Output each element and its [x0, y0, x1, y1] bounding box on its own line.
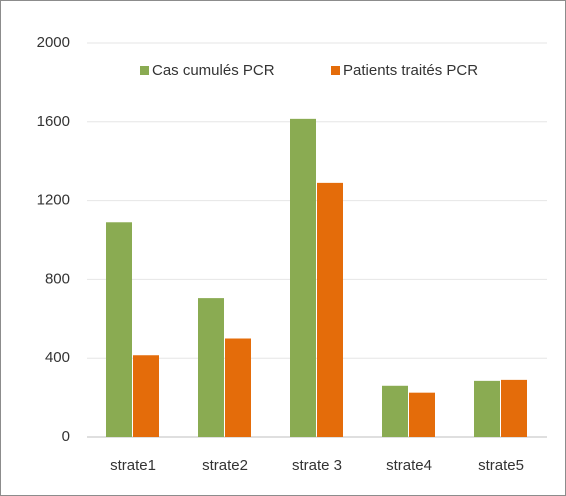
bar [225, 338, 251, 437]
bar [290, 118, 316, 437]
legend-swatch [140, 66, 149, 75]
bar [317, 182, 343, 437]
x-tick-label: strate1 [110, 457, 156, 474]
x-tick-label: strate5 [478, 457, 524, 474]
y-tick-label: 0 [62, 428, 70, 445]
y-tick-label: 2000 [37, 34, 70, 51]
bar [409, 392, 435, 437]
x-tick-label: strate2 [202, 457, 248, 474]
bar [198, 298, 224, 437]
bar [474, 380, 500, 437]
bar [501, 379, 527, 437]
legend-swatch [331, 66, 340, 75]
y-tick-label: 1600 [37, 113, 70, 130]
x-tick-label: strate 3 [292, 457, 342, 474]
bar [382, 385, 408, 437]
y-tick-label: 800 [45, 270, 70, 287]
x-tick-label: strate4 [386, 457, 432, 474]
y-tick-label: 400 [45, 349, 70, 366]
legend-label: Cas cumulés PCR [152, 62, 275, 79]
bar [133, 355, 159, 437]
y-tick-label: 1200 [37, 192, 70, 209]
legend-label: Patients traités PCR [343, 62, 478, 79]
bar [106, 222, 132, 437]
